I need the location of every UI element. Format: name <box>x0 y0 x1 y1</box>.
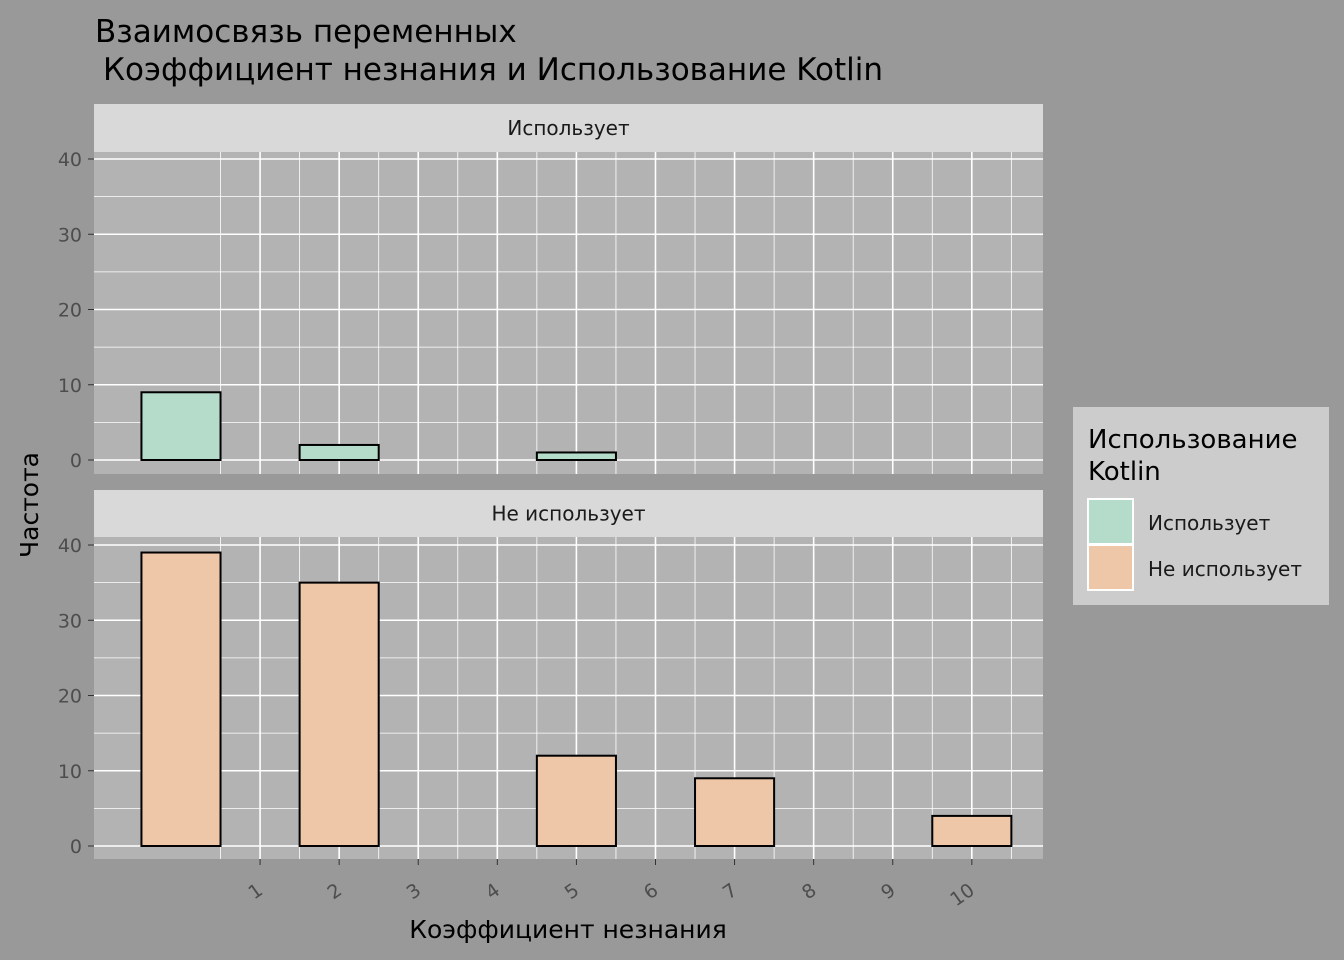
y-tick-label: 20 <box>58 300 82 322</box>
legend-title-line2: Kotlin <box>1088 457 1161 487</box>
histogram-bar <box>298 443 380 462</box>
y-tick-label: 20 <box>58 686 82 708</box>
histogram-bar <box>694 777 776 848</box>
y-tick-label: 30 <box>58 610 82 632</box>
legend-key <box>1087 498 1134 545</box>
histogram-bar <box>298 581 380 847</box>
histogram-bar <box>535 451 617 462</box>
facet-strip <box>94 490 1043 537</box>
facet-panel: Использует 0 10 20 30 40 <box>58 104 1043 474</box>
facet-panels: Использует 0 10 20 30 40 Не использует 0 10 20 30 4… <box>58 104 1043 859</box>
legend-items: Использует Не использует <box>1087 498 1302 591</box>
histogram-bar <box>140 391 222 461</box>
legend-title-line1: Использование <box>1088 425 1297 455</box>
y-tick-label: 30 <box>58 224 82 246</box>
y-tick-label: 10 <box>58 375 82 397</box>
panel-background <box>94 152 1043 474</box>
legend: Использование Kotlin Использует Не исполь… <box>1073 407 1329 605</box>
chart-title-line2: Коэффициент незнания и Использование Kot… <box>103 52 883 88</box>
legend-key <box>1087 544 1134 591</box>
y-tick-label: 10 <box>58 761 82 783</box>
legend-label: Использует <box>1148 511 1271 535</box>
y-tick-label: 40 <box>58 149 82 171</box>
facet-strip-label: Использует <box>507 116 630 140</box>
facet-strip-label: Не использует <box>491 502 645 526</box>
y-axis-title: Частота <box>15 452 44 558</box>
x-axis-title: Коэффициент незнания <box>409 915 727 944</box>
facet-strip <box>94 104 1043 152</box>
y-tick-label: 0 <box>70 836 82 858</box>
histogram-bar <box>140 551 222 848</box>
chart-title-line1: Взаимосвязь переменных <box>95 14 517 50</box>
y-tick-label: 0 <box>70 450 82 472</box>
histogram-bar <box>535 754 617 848</box>
facet-panel: Не использует 0 10 20 30 40 <box>58 490 1043 859</box>
legend-label: Не использует <box>1148 557 1302 581</box>
y-tick-label: 40 <box>58 535 82 557</box>
histogram-bar <box>931 814 1013 848</box>
